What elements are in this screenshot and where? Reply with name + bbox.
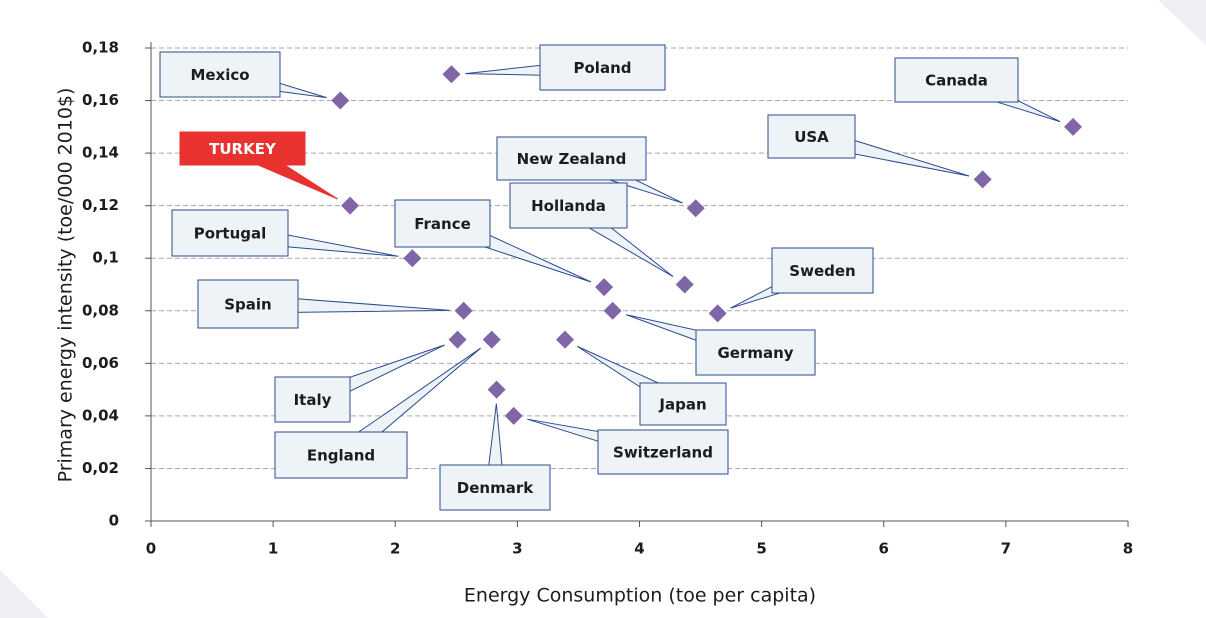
callout-box — [539, 44, 666, 91]
point-label: Portugal — [194, 225, 267, 243]
point — [448, 330, 467, 349]
point — [454, 301, 473, 320]
point-label: Denmark — [457, 479, 534, 497]
callout-box — [894, 57, 1019, 103]
y-tick-label: 0,02 — [82, 459, 119, 477]
y-axis-title: Primary energy intensity (toe/000 2010$) — [55, 88, 77, 483]
y-tick-label: 0,1 — [92, 249, 119, 267]
x-tick-label: 4 — [634, 540, 644, 558]
point — [331, 91, 350, 110]
callout-box — [771, 247, 874, 294]
point-label: Germany — [717, 344, 793, 362]
callout-box — [394, 199, 491, 248]
point-label: TURKEY — [209, 140, 277, 158]
callout-box — [597, 429, 729, 475]
callout-box — [197, 279, 299, 329]
point — [482, 330, 501, 349]
point — [686, 199, 705, 218]
y-tick-label: 0,04 — [82, 406, 119, 424]
callout-box — [695, 329, 816, 376]
x-axis-title: Energy Consumption (toe per capita) — [464, 585, 816, 607]
point — [403, 249, 422, 268]
x-tick-label: 7 — [1001, 540, 1011, 558]
point-label: England — [307, 447, 375, 465]
x-tick-label: 6 — [879, 540, 889, 558]
point — [341, 196, 360, 215]
callout-box — [496, 136, 647, 181]
point-label: Switzerland — [613, 444, 713, 462]
point-label: New Zealand — [517, 150, 627, 168]
point — [487, 380, 506, 399]
point-label: France — [414, 215, 471, 233]
point-label: Japan — [658, 396, 706, 414]
callout-box — [179, 131, 306, 166]
callout-box — [767, 114, 856, 159]
x-tick-label: 1 — [268, 540, 278, 558]
point — [504, 406, 523, 425]
point — [603, 301, 622, 320]
point — [595, 278, 614, 297]
point-label: Sweden — [789, 262, 855, 280]
point-label: Mexico — [190, 66, 249, 84]
callout-box — [639, 382, 727, 426]
callout-box — [439, 464, 551, 511]
y-tick-label: 0,08 — [82, 301, 119, 319]
point-label: Poland — [574, 59, 632, 77]
point-label: USA — [794, 128, 829, 146]
y-tick-label: 0,14 — [82, 144, 119, 162]
point-label: Hollanda — [531, 197, 606, 215]
x-tick-label: 3 — [512, 540, 522, 558]
y-tick-label: 0,16 — [82, 91, 119, 109]
callout-box — [159, 51, 281, 98]
y-tick-label: 0,12 — [82, 196, 119, 214]
point-label: Spain — [224, 296, 271, 314]
point — [556, 330, 575, 349]
point-label: Canada — [925, 72, 988, 90]
point-label: Italy — [294, 391, 332, 409]
y-tick-label: 0,18 — [82, 39, 119, 57]
point — [973, 170, 992, 189]
x-tick-label: 5 — [756, 540, 766, 558]
point — [1064, 117, 1083, 136]
callout-box — [509, 182, 628, 229]
callout-box — [274, 431, 408, 479]
x-tick-label: 2 — [390, 540, 400, 558]
y-tick-label: 0 — [109, 512, 119, 530]
point — [675, 275, 694, 294]
callout-box — [171, 209, 289, 257]
x-tick-label: 0 — [146, 540, 156, 558]
point — [442, 65, 461, 84]
x-tick-label: 8 — [1123, 540, 1133, 558]
point — [708, 304, 727, 323]
callout-box — [274, 376, 351, 423]
y-tick-label: 0,06 — [82, 354, 119, 372]
